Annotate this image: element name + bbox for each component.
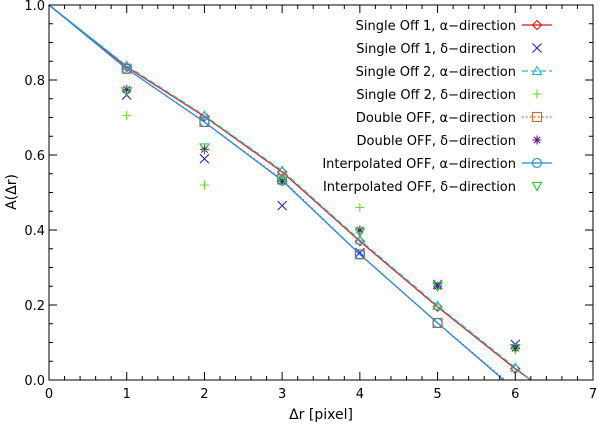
data-point xyxy=(121,60,133,70)
legend-marker xyxy=(532,43,542,53)
data-point xyxy=(277,200,288,211)
data-point xyxy=(277,176,287,186)
y-axis: 0.0 0.2 0.4 0.6 0.8 1.0 xyxy=(24,0,593,389)
data-point xyxy=(432,317,443,329)
x-axis-label: Δr [pixel] xyxy=(289,407,353,423)
data-point xyxy=(121,87,133,97)
data-point xyxy=(199,111,210,122)
legend-marker xyxy=(531,111,543,123)
data-point xyxy=(121,63,132,74)
legend-label: Double OFF, δ−direction xyxy=(357,134,516,149)
data-point xyxy=(432,282,444,292)
legend-label: Single Off 2, δ−direction xyxy=(356,88,516,103)
data-point xyxy=(199,144,209,154)
data-point xyxy=(354,235,366,247)
data-point xyxy=(122,84,132,94)
series-line xyxy=(48,4,532,381)
x-tick-label: 4 xyxy=(356,387,364,402)
plot-markers xyxy=(121,60,521,375)
legend: Single Off 1, α−direction Single Off 1, δ… xyxy=(322,19,552,195)
y-tick-label: 0.0 xyxy=(24,374,45,389)
y-tick-label: 0.6 xyxy=(24,149,45,164)
x-tick-label: 1 xyxy=(123,387,131,402)
data-point xyxy=(199,153,210,164)
data-point xyxy=(509,343,521,354)
data-point xyxy=(198,109,210,120)
x-tick-label: 0 xyxy=(45,387,53,402)
legend-marker xyxy=(532,135,542,145)
legend-marker xyxy=(531,181,543,192)
data-point xyxy=(433,281,443,291)
legend-marker xyxy=(532,89,542,99)
data-point xyxy=(433,302,443,312)
x-tick-label: 6 xyxy=(511,387,519,402)
y-tick-label: 0.8 xyxy=(24,74,45,89)
data-point xyxy=(199,116,210,128)
data-point xyxy=(510,343,520,353)
legend-marker xyxy=(531,19,543,31)
x-tick-label: 7 xyxy=(589,387,597,402)
data-point xyxy=(355,203,365,212)
legend-label: Interpolated OFF, δ−direction xyxy=(323,180,516,195)
legend-label: Double OFF, α−direction xyxy=(356,111,516,126)
series-line xyxy=(48,4,532,381)
legend-label: Single Off 2, α−direction xyxy=(356,65,516,80)
legend-label: Single Off 1, α−direction xyxy=(356,19,516,34)
data-point xyxy=(354,234,366,245)
x-axis: 0 1 2 3 4 5 6 7 xyxy=(45,5,597,402)
data-point xyxy=(276,177,288,187)
data-point xyxy=(354,227,366,238)
data-point xyxy=(122,111,132,121)
x-tick-label: 2 xyxy=(200,387,208,402)
data-point xyxy=(355,225,365,235)
y-tick-label: 1.0 xyxy=(24,0,45,14)
data-point xyxy=(198,143,210,154)
x-tick-label: 3 xyxy=(278,387,286,402)
x-tick-label: 5 xyxy=(433,387,441,402)
y-tick-label: 0.2 xyxy=(24,299,45,314)
data-point xyxy=(354,249,365,260)
legend-label: Interpolated OFF, α−direction xyxy=(322,157,516,172)
legend-label: Single Off 1, δ−direction xyxy=(356,42,516,57)
data-point xyxy=(509,361,521,372)
legend-marker xyxy=(531,157,543,169)
data-point xyxy=(199,180,209,190)
y-axis-label: A(Δr) xyxy=(4,174,20,210)
y-tick-label: 0.4 xyxy=(24,224,45,239)
legend-marker xyxy=(531,65,543,76)
